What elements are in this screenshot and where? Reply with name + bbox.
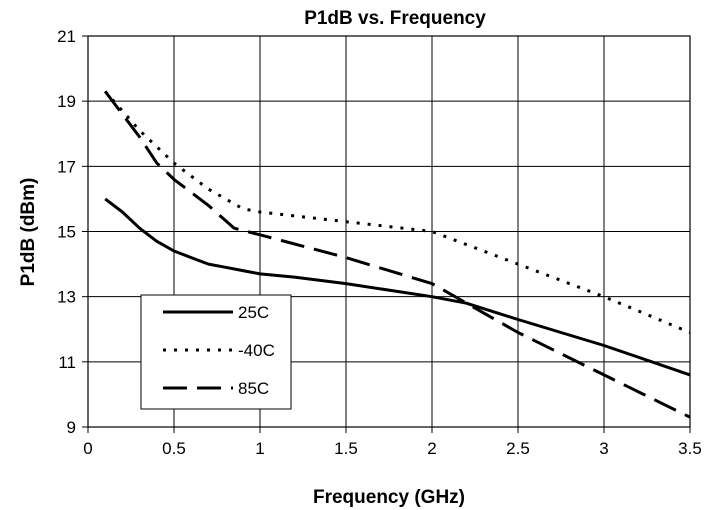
x-tick-label: 2 xyxy=(427,439,436,458)
x-tick-label: 1 xyxy=(255,439,264,458)
series-line-25C xyxy=(104,197,691,377)
chart-title: P1dB vs. Frequency xyxy=(304,8,486,29)
legend-label: -40C xyxy=(238,341,275,360)
legend: 25C -40C 85C xyxy=(140,294,292,410)
x-axis-title: Frequency (GHz) xyxy=(313,487,465,508)
x-tick-label: 1.5 xyxy=(334,439,358,458)
y-tick-label: 11 xyxy=(58,353,76,372)
y-tick-label: 17 xyxy=(57,157,76,176)
y-tick-label: 21 xyxy=(57,27,76,46)
data-series xyxy=(104,90,691,419)
y-tick-label: 15 xyxy=(57,223,76,242)
series-line-85C xyxy=(104,90,691,419)
x-tick-label: 3 xyxy=(599,439,608,458)
x-tick-label: 0 xyxy=(83,439,92,458)
legend-label: 25C xyxy=(238,303,269,322)
plot-area-border xyxy=(87,35,691,428)
legend-box xyxy=(140,294,292,410)
tick-labels: 0 0.5 1 1.5 2 2.5 3 3.5 9 11 13 15 17 19 21 xyxy=(57,27,702,458)
y-axis-title: P1dB (dBm) xyxy=(18,178,39,287)
legend-label: 85C xyxy=(238,379,269,398)
x-tick-label: 3.5 xyxy=(678,439,702,458)
x-tick-label: 0.5 xyxy=(162,439,186,458)
y-tick-label: 19 xyxy=(57,92,76,111)
x-tick-label: 2.5 xyxy=(506,439,530,458)
y-tick-label: 13 xyxy=(57,288,76,307)
y-tick-label: 9 xyxy=(67,418,76,437)
